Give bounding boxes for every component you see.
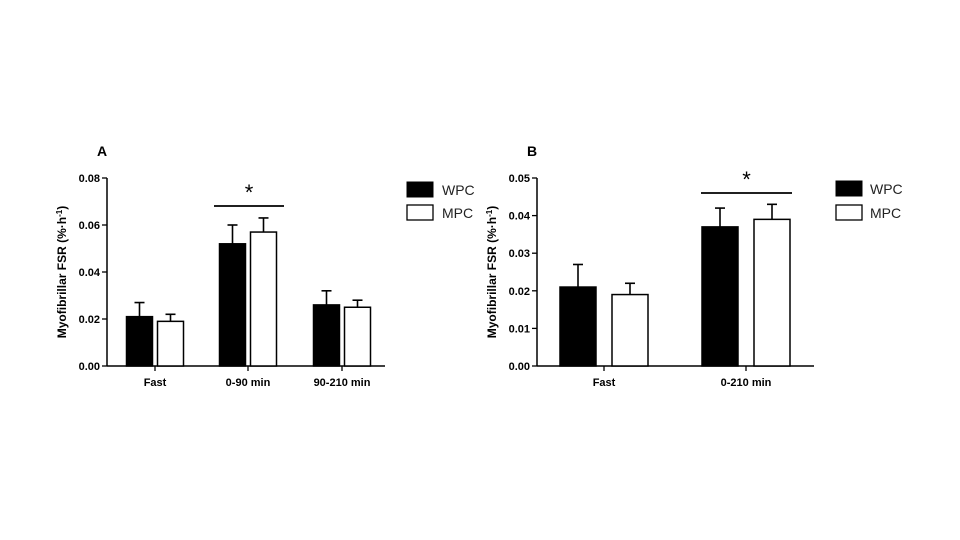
panel-b-legend: WPC MPC xyxy=(835,180,903,221)
panel-a-label: A xyxy=(97,143,107,159)
panel-b-x-tick-label: Fast xyxy=(593,377,616,389)
panel-b-y-tick-label: 0.04 xyxy=(509,211,531,223)
panel-b-y-tick-label: 0.05 xyxy=(509,173,530,185)
panel-b-legend-label-mpc: MPC xyxy=(870,205,901,221)
panel-b-y-tick-label: 0.01 xyxy=(509,323,530,335)
panel-a-significance-marker: * xyxy=(245,180,254,205)
panel-b-plot-area: 0.00 0.01 0.02 0.03 0.04 0.05 Fast 0-210 min * xyxy=(509,167,814,389)
panel-b-legend-swatch-mpc xyxy=(835,204,863,221)
panel-a-bar-mpc xyxy=(156,320,185,367)
panel-b-bar-wpc xyxy=(701,226,739,367)
panel-a-x-tick-label: 90-210 min xyxy=(314,377,371,389)
panel-b-y-tick-label: 0.02 xyxy=(509,286,530,298)
panel-a-y-tick-label: 0.04 xyxy=(79,267,101,279)
panel-a-x-tick-label: 0-90 min xyxy=(226,377,271,389)
panel-b: B Myofibrillar FSR (%·h-1) 0.000.010.020… xyxy=(485,143,903,389)
panel-a: A Myofibrillar FSR (%·h-1) 0.000.020.040… xyxy=(55,143,475,389)
panel-b-legend-swatch-wpc xyxy=(835,180,863,197)
panel-a-y-axis-title: Myofibrillar FSR (%·h-1) xyxy=(55,206,70,338)
panel-a-legend-swatch-wpc xyxy=(406,181,434,198)
panel-b-y-tick-label: 0.03 xyxy=(509,248,530,260)
panel-b-y-tick-label: 0.00 xyxy=(509,361,530,373)
panel-a-bar-mpc xyxy=(343,306,372,367)
panel-b-x-tick-label: 0-210 min xyxy=(721,377,772,389)
panel-a-y-tick-label: 0.02 xyxy=(79,314,100,326)
panel-a-bar-wpc xyxy=(218,243,247,367)
panel-b-bar-mpc xyxy=(753,218,791,367)
panel-b-legend-label-wpc: WPC xyxy=(870,181,903,197)
panel-a-y-tick-label: 0.00 xyxy=(79,361,100,373)
panel-a-legend: WPC MPC xyxy=(406,181,475,221)
panel-a-legend-label-mpc: MPC xyxy=(442,205,473,221)
panel-b-significance-marker: * xyxy=(742,167,751,192)
panel-a-x-tick-label: Fast xyxy=(144,377,167,389)
panel-a-y-tick-label: 0.06 xyxy=(79,220,100,232)
panel-a-legend-swatch-mpc xyxy=(406,204,434,221)
panel-b-bar-mpc xyxy=(611,293,649,367)
panel-a-bar-wpc xyxy=(312,304,341,367)
panel-b-label: B xyxy=(527,143,537,159)
panel-a-plot-area: 0.00 0.02 0.04 0.06 0.08 Fast 0-90 min 90-210 m… xyxy=(79,173,385,389)
panel-b-bar-wpc xyxy=(559,286,597,367)
panel-a-bar-wpc xyxy=(125,315,154,367)
panel-a-bar-mpc xyxy=(249,231,278,367)
panel-a-y-tick-label: 0.08 xyxy=(79,173,100,185)
panel-b-y-axis-title: Myofibrillar FSR (%·h-1) xyxy=(485,206,500,338)
panel-a-legend-label-wpc: WPC xyxy=(442,182,475,198)
